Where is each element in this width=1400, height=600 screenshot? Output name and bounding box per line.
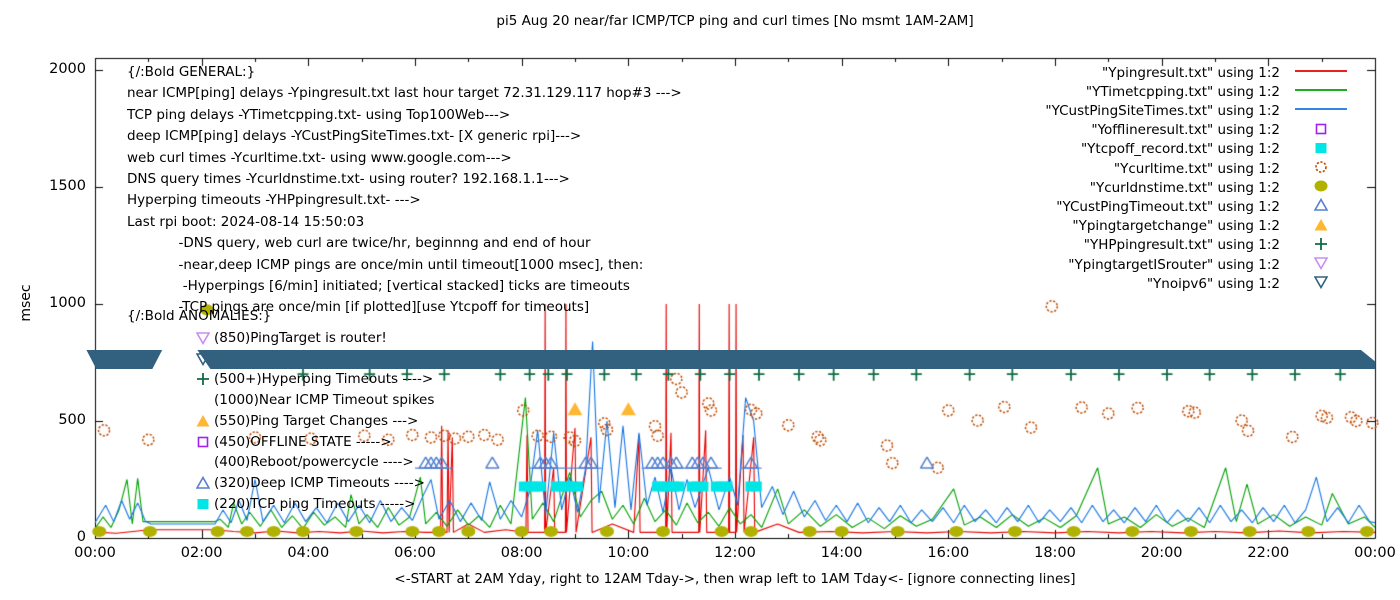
plus-icon — [1290, 236, 1352, 255]
legend-item: "Ynoipv6" using 1:2 — [40, 274, 1352, 293]
square-filled-icon — [196, 497, 213, 511]
line-icon — [1290, 101, 1352, 120]
legend-label: "YCustPingTimeout.txt" using 1:2 — [1056, 198, 1280, 215]
legend-item: "YHPpingresult.txt" using 1:2 — [40, 236, 1352, 255]
circle-open-icon — [1290, 159, 1352, 178]
anomaly-key-text: (1000)Near ICMP Timeout spikes — [214, 392, 435, 409]
anomaly-key-text: (500+)Hyperping Timeouts ----> — [214, 371, 434, 388]
x-tick-label: 10:00 — [607, 545, 650, 561]
general-annotation-line: Last rpi boot: 2024-08-14 15:50:03 — [127, 213, 365, 230]
triangle-filled-icon — [196, 414, 213, 428]
no-ipv6-band-segment — [86, 350, 163, 369]
legend-item: "YTimetcpping.txt" using 1:2 — [40, 82, 1352, 101]
plus-icon — [196, 372, 213, 386]
legend-item: "YCustPingTimeout.txt" using 1:2 — [40, 197, 1352, 216]
anomaly-key-text: (220)TCP ping Timeouts -----> — [214, 495, 416, 512]
general-annotation-line: web curl times -Ycurltime.txt- using www… — [127, 149, 512, 166]
square-open-icon — [1290, 121, 1352, 140]
legend-label: "Ytcpoff_record.txt" using 1:2 — [1080, 141, 1280, 158]
x-axis-label: <-START at 2AM Yday, right to 12AM Tday-… — [394, 571, 1076, 587]
anomaly-key-text: (550)Ping Target Changes ---> — [214, 412, 419, 429]
legend-item: "YCustPingSiteTimes.txt" using 1:2 — [40, 101, 1352, 120]
no-icon — [196, 455, 213, 469]
anomaly-key-row: (320)Deep ICMP Timeouts ----> — [195, 474, 425, 492]
legend-label: "Ycurltime.txt" using 1:2 — [1113, 160, 1280, 177]
y-tick-label: 500 — [58, 412, 86, 428]
x-tick-label: 08:00 — [500, 545, 543, 561]
legend-label: "Ynoipv6" using 1:2 — [1146, 275, 1280, 292]
x-tick-label: 14:00 — [820, 545, 863, 561]
x-tick-label: 00:00 — [1354, 545, 1396, 561]
circle-filled-icon — [1290, 178, 1352, 197]
line-icon — [1290, 63, 1352, 82]
x-tick-label: 20:00 — [1140, 545, 1183, 561]
anomaly-key-row: (400)Reboot/powercycle ----> — [196, 453, 414, 471]
legend-label: "YHPpingresult.txt" using 1:2 — [1083, 237, 1280, 254]
legend-label: "YpingtargetISrouter" using 1:2 — [1068, 256, 1280, 273]
anomaly-key-row: (500+)Hyperping Timeouts ----> — [196, 370, 433, 388]
x-tick-label: 06:00 — [394, 545, 436, 561]
legend-item: "Ypingresult.txt" using 1:2 — [40, 63, 1352, 82]
general-annotation-line: DNS query times -Ycurldnstime.txt- using… — [127, 171, 570, 187]
legend-label: "YTimetcpping.txt" using 1:2 — [1085, 83, 1280, 100]
legend-item: "YpingtargetISrouter" using 1:2 — [40, 255, 1352, 274]
legend-label: "Ypingtargetchange" using 1:2 — [1072, 218, 1280, 235]
general-annotation-line: -near,deep ICMP pings are once/min until… — [127, 256, 644, 273]
anomaly-key-row: (850)PingTarget is router! — [195, 329, 387, 347]
triangle-open-icon — [1290, 197, 1352, 216]
triangle-filled-icon — [1290, 217, 1352, 236]
x-tick-label: 00:00 — [74, 545, 116, 561]
square-open-icon — [196, 435, 213, 449]
legend-item: "Ycurldnstime.txt" using 1:2 — [40, 178, 1352, 197]
x-tick-label: 02:00 — [180, 545, 223, 561]
legend-label: "Ypingresult.txt" using 1:2 — [1102, 64, 1280, 81]
x-tick-label: 18:00 — [1034, 545, 1076, 561]
anomaly-key-text: (850)PingTarget is router! — [214, 330, 387, 346]
general-annotation-line: -Hyperpings [6/min] initiated; [vertical… — [127, 278, 630, 294]
legend-label: "Ycurldnstime.txt" using 1:2 — [1089, 179, 1280, 196]
legend-item: "Yofflineresult.txt" using 1:2 — [40, 121, 1352, 140]
x-tick-label: 22:00 — [1247, 545, 1290, 561]
anomaly-key-text: (450)OFFLINE STATE -----> — [214, 433, 392, 450]
legend-item: "Ytcpoff_record.txt" using 1:2 — [40, 140, 1352, 159]
general-annotation-line: {/:Bold GENERAL:} — [127, 64, 256, 80]
anomaly-key-row: (550)Ping Target Changes ---> — [196, 412, 418, 430]
triangle-open-icon — [195, 475, 213, 490]
anomaly-key-row: (220)TCP ping Timeouts -----> — [196, 495, 416, 513]
triangle-down-open-icon — [1290, 274, 1352, 293]
general-annotation-line: Hyperping timeouts -YHPpingresult.txt- -… — [127, 192, 421, 209]
x-tick-label: 16:00 — [927, 545, 970, 561]
anomaly-key-text: (400)Reboot/powercycle ----> — [214, 454, 414, 471]
y-tick-label: 1000 — [49, 295, 86, 311]
anomaly-key-text: (320)Deep ICMP Timeouts ----> — [214, 474, 425, 491]
legend-label: "Yofflineresult.txt" using 1:2 — [1091, 122, 1280, 139]
triangle-down-open-icon — [1290, 255, 1352, 274]
x-tick-label: 12:00 — [714, 545, 756, 561]
no-icon — [196, 393, 213, 407]
y-tick-label: 1500 — [49, 178, 86, 194]
triangle-down-open-icon — [195, 331, 213, 346]
general-annotation-line: -TCP pings are once/min [if plotted][use… — [127, 299, 590, 316]
chart-title: pi5 Aug 20 near/far ICMP/TCP ping and cu… — [496, 13, 974, 29]
legend-item: "Ypingtargetchange" using 1:2 — [40, 217, 1352, 236]
legend-label: "YCustPingSiteTimes.txt" using 1:2 — [1045, 102, 1280, 119]
general-annotation-line: near ICMP[ping] delays -Ypingresult.txt … — [127, 85, 682, 102]
line-icon — [1290, 82, 1352, 101]
anomaly-key-row: (450)OFFLINE STATE -----> — [196, 433, 392, 451]
general-annotation-line: -DNS query, web curl are twice/hr, begin… — [127, 235, 591, 252]
general-annotation-line: deep ICMP[ping] delays -YCustPingSiteTim… — [127, 128, 582, 145]
general-annotation-line: TCP ping delays -YTimetcpping.txt- using… — [127, 106, 511, 123]
anomalies-annotation-header: {/:Bold ANOMALIES:} — [127, 308, 272, 324]
y-tick-label: 0 — [76, 529, 86, 545]
no-ipv6-band-segment — [197, 350, 1375, 369]
anomaly-key-row: (1000)Near ICMP Timeout spikes — [196, 391, 434, 409]
square-filled-icon — [1290, 140, 1352, 159]
x-tick-label: 04:00 — [287, 545, 330, 561]
y-tick-label: 2000 — [49, 61, 86, 77]
legend-item: "Ycurltime.txt" using 1:2 — [40, 159, 1352, 178]
